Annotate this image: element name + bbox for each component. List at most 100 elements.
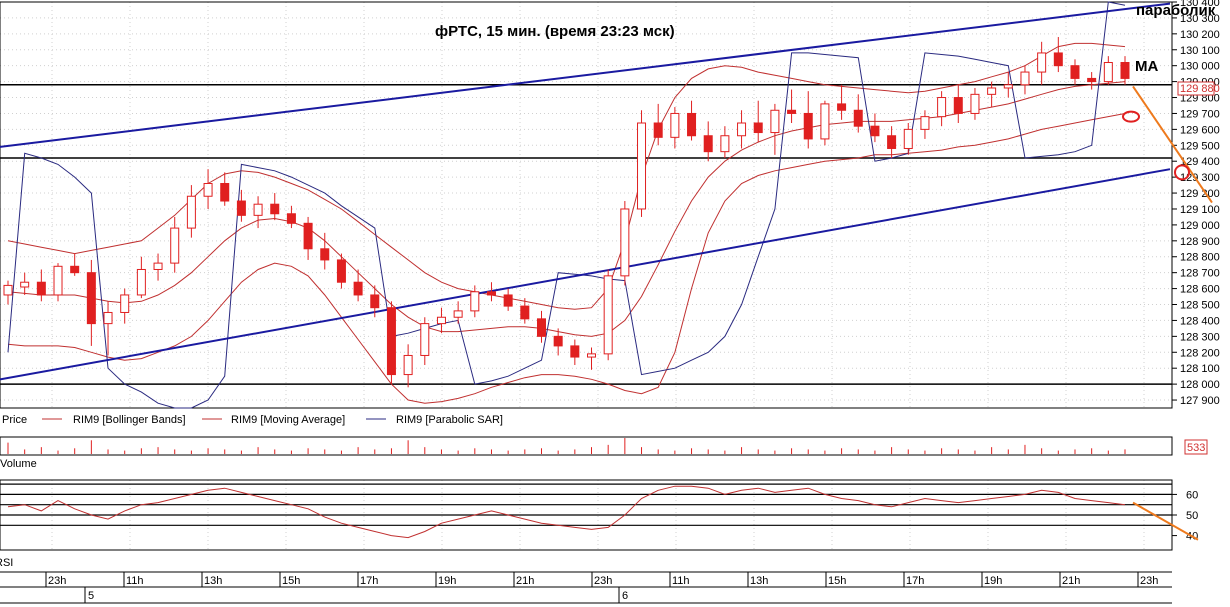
candle: [587, 347, 597, 370]
volume-value-box: [1184, 439, 1208, 455]
price-tick-label: 128 700: [1180, 268, 1220, 280]
candle-body-down: [520, 305, 530, 320]
candle: [53, 263, 63, 302]
candle: [870, 113, 880, 143]
price-tick-label: 130 400: [1180, 0, 1220, 9]
candle-body-down: [270, 203, 280, 215]
candle: [703, 121, 713, 162]
time-tick-label: 15h: [828, 575, 846, 587]
candle-body-down: [70, 265, 80, 274]
time-tick-label: 11h: [672, 575, 690, 587]
candle-body-down: [570, 345, 580, 358]
candle: [820, 100, 830, 146]
candle: [1003, 72, 1013, 98]
candle: [286, 205, 296, 229]
time-tick-label: 19h: [984, 575, 1002, 587]
price-tick-label: 128 400: [1180, 315, 1220, 327]
price-tick-label: 128 600: [1180, 284, 1220, 296]
price-tick-label: 129 200: [1180, 188, 1220, 200]
trend-channel: [0, 2, 1171, 381]
day-label: 5: [88, 590, 94, 602]
parabolic-sar: [7, 1, 1126, 409]
candle-body-down: [236, 200, 246, 216]
candle: [70, 253, 80, 276]
candle-body-down: [687, 112, 697, 137]
candle: [903, 123, 913, 155]
candle-body-down: [803, 112, 813, 140]
price-projection-arrow: [1132, 85, 1213, 204]
candle: [1120, 56, 1130, 85]
parabolic-sar-line: [7, 1, 1126, 409]
time-tick-label: 23h: [1140, 575, 1158, 587]
chart-title: фРТС, 15 мин. (время 23:23 мск): [435, 23, 675, 40]
candle-body-down: [220, 183, 230, 202]
time-tick-label: 23h: [48, 575, 66, 587]
candle: [353, 269, 363, 302]
candle: [1020, 65, 1030, 95]
candle-body-down: [320, 248, 330, 261]
rsi-tick-label: 50: [1186, 510, 1198, 522]
candle-body-up: [253, 203, 263, 216]
candle: [336, 253, 346, 289]
candle-body-up: [603, 275, 613, 355]
candle-body-up: [470, 291, 480, 312]
price-tick-label: 129 000: [1180, 220, 1220, 232]
candle-body-up: [587, 353, 597, 358]
volume-pane-label: Volume: [0, 458, 37, 470]
candle: [453, 301, 463, 324]
candle-body-up: [203, 183, 213, 197]
price-tick-label: 128 900: [1180, 236, 1220, 248]
candle-body-down: [1087, 77, 1097, 83]
rsi-series-line: [7, 485, 1126, 539]
candle-body-down: [887, 135, 897, 149]
candle-body-down: [1120, 62, 1130, 79]
price-tick-label: 129 400: [1180, 156, 1220, 168]
candle: [403, 344, 413, 388]
rsi-line: [7, 485, 1126, 539]
candle-body-up: [53, 265, 63, 296]
candle-body-up: [420, 323, 430, 356]
candle: [370, 285, 380, 318]
candle-body-up: [1003, 84, 1013, 89]
candle-body-up: [103, 311, 113, 325]
candle: [270, 193, 280, 221]
candle-body-up: [403, 354, 413, 376]
candle: [386, 301, 396, 385]
candle-body-down: [536, 318, 546, 337]
candle-body-up: [436, 316, 446, 325]
price-tick-label: 127 900: [1180, 395, 1220, 407]
candle: [887, 126, 897, 159]
candle: [253, 196, 263, 229]
candle-body-down: [653, 122, 663, 138]
price-tick-label: 129 800: [1180, 93, 1220, 105]
target-circle: [1122, 110, 1140, 123]
price-tick-label: 128 200: [1180, 347, 1220, 359]
candle-body-up: [970, 93, 980, 114]
price-tick-label: 130 100: [1180, 45, 1220, 57]
candle-body-up: [153, 262, 163, 270]
candle: [937, 91, 947, 127]
candle: [420, 317, 430, 366]
candle: [953, 84, 963, 124]
candle-body-down: [486, 291, 496, 296]
volume-bars: [7, 438, 1126, 454]
channel-upper-line: [0, 2, 1171, 148]
candle-body-up: [637, 122, 647, 210]
candle: [170, 216, 180, 273]
candle: [486, 282, 496, 302]
candle-body-up: [920, 116, 930, 130]
candle: [687, 100, 697, 141]
candle-body-up: [770, 109, 780, 134]
candle: [520, 298, 530, 324]
time-tick-label: 21h: [1062, 575, 1080, 587]
time-tick-label: 17h: [906, 575, 924, 587]
rsi-pane-label: RSI: [0, 557, 13, 569]
candle-body-up: [453, 310, 463, 318]
legend: Price RIM9 [Bollinger Bands] RIM9 [Movin…: [2, 414, 503, 426]
candle: [86, 259, 96, 346]
legend-item: RIM9 [Parabolic SAR]: [396, 414, 503, 426]
target-circle: [1174, 164, 1190, 181]
time-axis-ticks: 23h 11h 13h 15h 17h 19h 21h 23h 11h 13h 15h 17h 19h 2…: [45, 572, 1158, 603]
candle: [103, 301, 113, 356]
